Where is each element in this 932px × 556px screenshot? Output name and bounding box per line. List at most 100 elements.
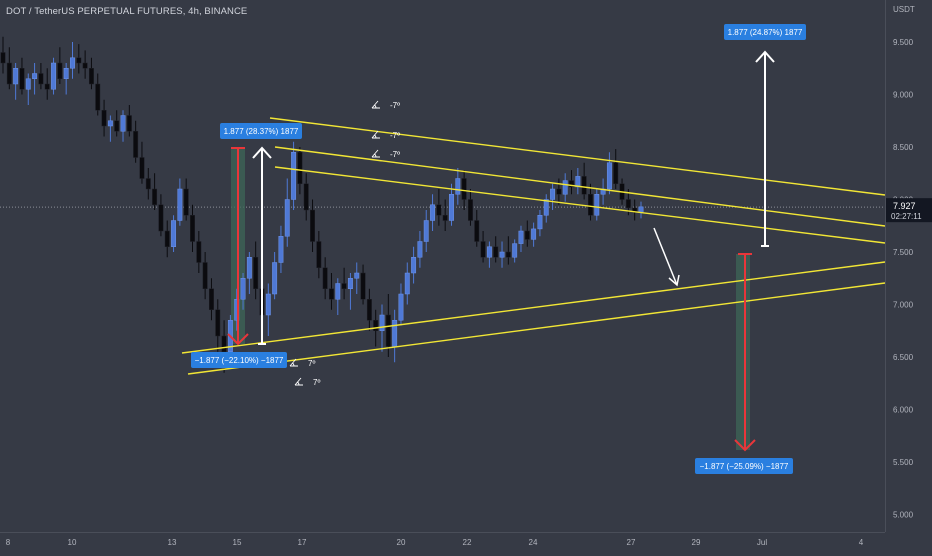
- price-tick-label: 5.500: [893, 458, 914, 467]
- candle-body: [569, 180, 574, 188]
- time-tick-label: 17: [298, 538, 307, 547]
- measure-badge-up-right[interactable]: 1.877 (24.87%) 1877: [724, 24, 806, 40]
- candle-body: [329, 288, 334, 300]
- time-tick-label: 4: [859, 538, 864, 547]
- candle: [531, 222, 537, 247]
- price-tick-label: 8.500: [893, 143, 914, 152]
- pointer-head: [668, 274, 680, 287]
- candle: [518, 225, 524, 252]
- angle-icon: [371, 130, 380, 139]
- candle: [392, 309, 398, 363]
- trendline-upper-channel-bot[interactable]: [274, 166, 886, 244]
- candle-body: [373, 320, 379, 331]
- candle-body: [366, 299, 372, 321]
- candle-body: [265, 293, 271, 316]
- measure-arrow-down-right[interactable]: [734, 253, 756, 452]
- measure-badge-up-right-bg: [724, 24, 806, 40]
- candle: [284, 178, 290, 247]
- angle-label[interactable]: -7º: [371, 130, 400, 140]
- candle: [32, 63, 38, 95]
- candle: [272, 252, 278, 300]
- candle-body: [518, 230, 524, 244]
- time-tick-label: 13: [168, 538, 177, 547]
- measure-arrow-up-left[interactable]: [252, 146, 272, 345]
- trendlines: [181, 117, 886, 375]
- candle-body: [588, 194, 593, 216]
- candle-body: [543, 199, 549, 216]
- price-axis[interactable]: 5.0005.5006.0006.5007.0007.5008.0008.500…: [885, 0, 932, 532]
- measure-arrow-up-right[interactable]: [755, 50, 775, 247]
- candle-body: [442, 215, 448, 221]
- time-axis[interactable]: 8 10 13 15 17 20 22 24 27 29 Jul 4: [0, 532, 885, 551]
- measure-badge-down-left[interactable]: −1.877 (−22.10%) −1877: [191, 352, 287, 368]
- candle: [120, 110, 126, 142]
- candle: [543, 194, 549, 223]
- current-price-bg: [886, 198, 932, 223]
- candle: [152, 173, 158, 210]
- candle-body: [63, 68, 69, 79]
- time-tick-label: 22: [463, 538, 472, 547]
- candle: [512, 239, 518, 263]
- candle: [423, 210, 429, 252]
- angle-value: -7º: [390, 101, 400, 110]
- candle-body: [6, 62, 12, 85]
- candle-body: [310, 209, 315, 242]
- candle-body: [82, 62, 88, 69]
- candle-body: [411, 257, 417, 274]
- projection-box: [736, 254, 750, 450]
- trendline-lower-channel-top[interactable]: [181, 261, 886, 354]
- trendline-lower-channel-bot[interactable]: [187, 282, 886, 375]
- candle: [385, 294, 391, 357]
- candle-body: [606, 162, 612, 190]
- angle-label[interactable]: -7º: [371, 149, 400, 159]
- candle: [126, 105, 132, 137]
- candle-body: [322, 267, 328, 289]
- candle-body: [341, 283, 347, 289]
- measure-badge-up-left[interactable]: 1.877 (28.37%) 1877: [220, 123, 302, 139]
- angle-label[interactable]: 7º: [294, 377, 320, 387]
- time-axis-canvas: 8 10 13 15 17 20 22 24 27 29 Jul 4: [6, 538, 864, 547]
- candle-body: [455, 178, 461, 195]
- trendline-upper-channel-top[interactable]: [269, 117, 886, 196]
- candle: [310, 199, 315, 252]
- candle: [581, 162, 587, 200]
- candle-body: [360, 272, 366, 300]
- candle-body: [272, 262, 278, 295]
- candle: [278, 225, 284, 273]
- candle: [25, 73, 31, 105]
- candle: [183, 178, 189, 221]
- price-tick-label: 6.500: [893, 353, 914, 362]
- angle-label[interactable]: -7º: [371, 100, 400, 110]
- measure-badge-down-right[interactable]: −1.877 (−25.09%) −1877: [695, 458, 793, 474]
- candle-body: [278, 236, 284, 263]
- price-axis-unit: USDT: [893, 5, 915, 14]
- candle-body: [133, 131, 139, 158]
- candle-body: [316, 241, 322, 268]
- candle: [366, 288, 372, 331]
- candle-body: [120, 115, 126, 132]
- trendline-upper-channel-mid[interactable]: [274, 146, 886, 227]
- candle-body: [550, 188, 556, 200]
- breakdown-pointer-arrow[interactable]: [653, 227, 680, 287]
- time-tick-label: 8: [6, 538, 11, 547]
- measure-arrow-up-right-head: [755, 50, 775, 63]
- angle-icon: [371, 149, 380, 158]
- angle-label[interactable]: 7º: [289, 358, 315, 368]
- candle-body: [474, 220, 480, 242]
- measure-badge-up-left-label: 1.877 (28.37%) 1877: [224, 127, 299, 136]
- measure-arrow-down-left[interactable]: [227, 147, 249, 346]
- candle: [480, 231, 486, 263]
- candle-body: [139, 157, 145, 179]
- candle-body: [107, 120, 113, 127]
- candle: [114, 110, 120, 137]
- candle-body: [208, 288, 214, 310]
- candle: [562, 173, 568, 202]
- candle-body: [253, 257, 259, 289]
- candle-body: [101, 110, 107, 127]
- candle: [449, 183, 454, 226]
- candle-body: [638, 206, 644, 213]
- time-tick-label: 29: [692, 538, 701, 547]
- candle-body: [177, 188, 183, 221]
